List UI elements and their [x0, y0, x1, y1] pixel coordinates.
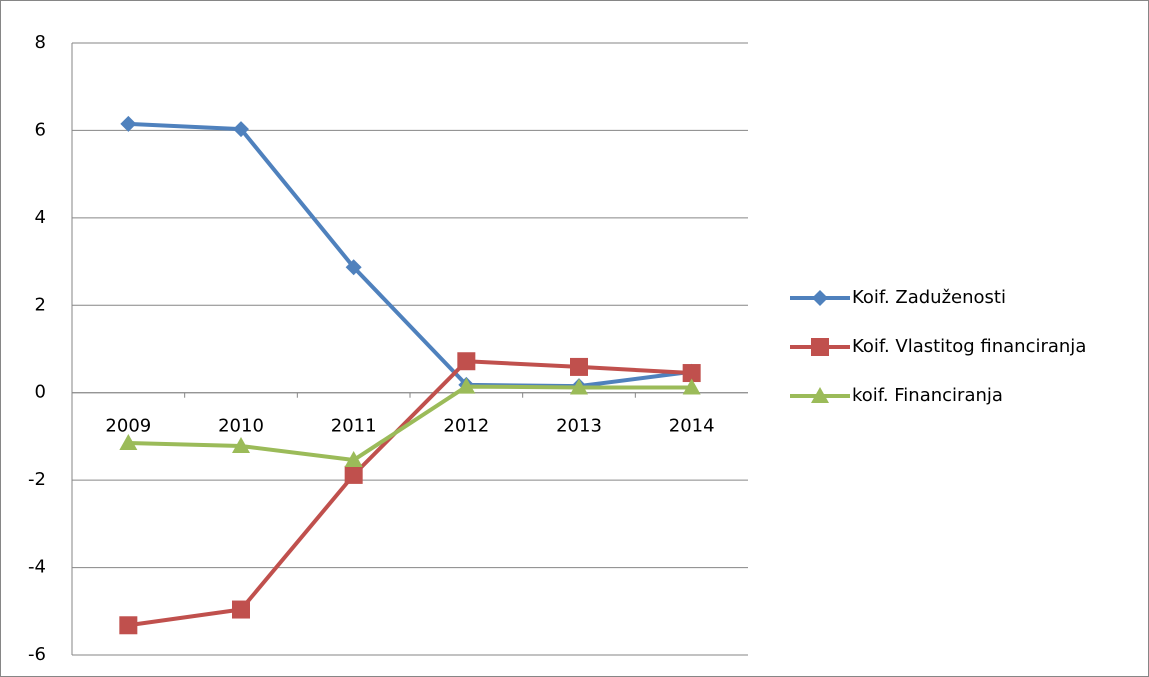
- series-marker: [232, 600, 250, 619]
- x-tick-label: 2010: [218, 416, 264, 437]
- legend-label: Koif. Vlastitog financiranja: [852, 336, 1086, 357]
- series-marker: [233, 121, 249, 138]
- series-marker: [120, 115, 137, 132]
- series-marker: [119, 433, 138, 450]
- series-marker: [345, 259, 362, 276]
- series-line: [128, 121, 692, 389]
- y-tick-label: 4: [35, 207, 46, 228]
- legend-label: koif. Financiranja: [852, 385, 1003, 406]
- y-tick-label: 8: [35, 32, 46, 53]
- series-line: [128, 359, 692, 628]
- series-marker: [344, 465, 363, 484]
- series-marker: [457, 377, 476, 394]
- y-tick-label: -4: [28, 557, 46, 578]
- x-tick-label: 2009: [105, 416, 151, 437]
- x-tick-label: 2011: [331, 416, 377, 437]
- series-marker: [119, 616, 138, 635]
- series-marker: [457, 352, 476, 371]
- y-tick-label: 6: [35, 119, 46, 140]
- series-marker: [344, 451, 363, 468]
- y-tick-label: -2: [28, 469, 46, 490]
- legend-label: Koif. Zaduženosti: [852, 287, 1006, 308]
- series-marker: [232, 437, 250, 454]
- series-marker: [682, 364, 701, 383]
- legend-marker: [811, 387, 829, 403]
- series-marker: [570, 357, 588, 376]
- legend-marker: [812, 290, 828, 306]
- series-marker: [570, 378, 588, 395]
- series-marker: [682, 378, 701, 395]
- x-tick-label: 2012: [443, 416, 489, 437]
- legend-marker: [811, 338, 829, 356]
- y-tick-label: 0: [35, 382, 46, 403]
- y-tick-label: 2: [35, 294, 46, 315]
- x-tick-label: 2013: [556, 416, 602, 437]
- series-line: [128, 384, 692, 463]
- y-tick-label: -6: [28, 644, 46, 665]
- x-tick-label: 2014: [669, 416, 715, 437]
